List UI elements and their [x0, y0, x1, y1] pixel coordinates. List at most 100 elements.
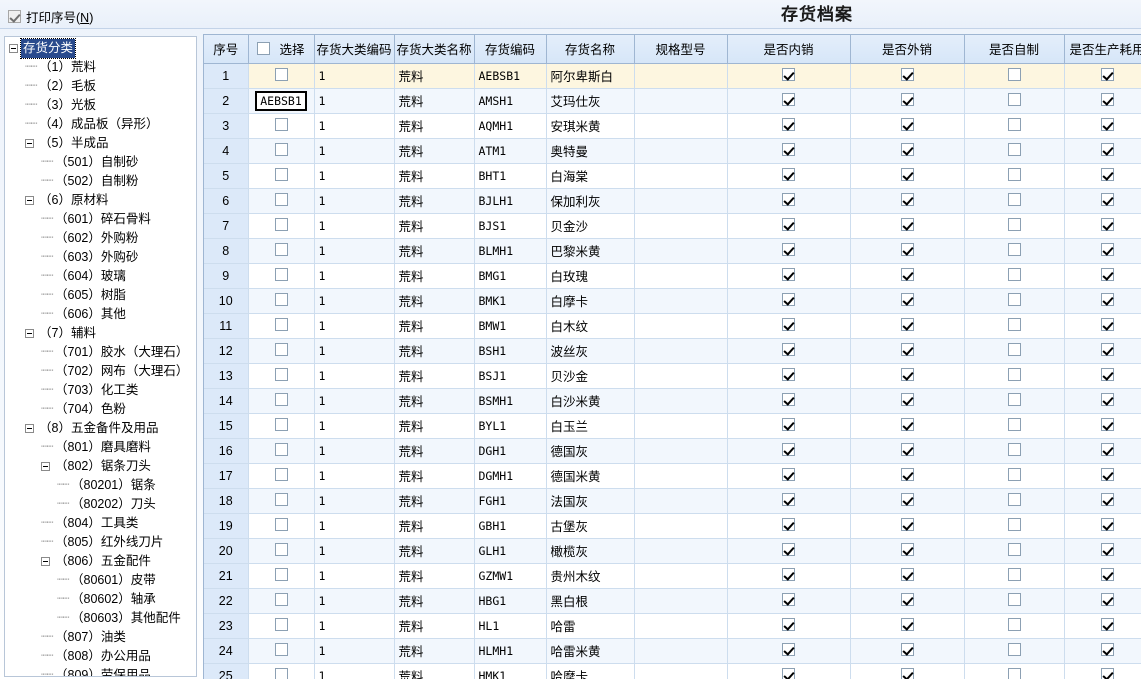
- table-row[interactable]: 14 1 荒料 BSMH1 白沙米黄: [204, 388, 1141, 414]
- row-select-checkbox[interactable]: [274, 67, 288, 81]
- print-sequence-checkbox-row[interactable]: 打印序号(N): [8, 7, 93, 26]
- cell-inv_code[interactable]: HMK1: [474, 663, 547, 679]
- tree-node-13[interactable]: ┈┈ （606）其他: [9, 305, 196, 324]
- cell-is_self[interactable]: [964, 588, 1065, 614]
- cell-cat_name[interactable]: 荒料: [394, 238, 475, 264]
- cell-cat_code[interactable]: 1: [314, 288, 395, 314]
- cell-inv_code[interactable]: BSJ1: [474, 363, 547, 389]
- cell-cat_name[interactable]: 荒料: [394, 413, 475, 439]
- cell-inv_name[interactable]: 德国米黄: [546, 463, 635, 489]
- checkbox-is_prod[interactable]: [1100, 542, 1114, 556]
- cell-is_self[interactable]: [964, 463, 1065, 489]
- cell-is_prod[interactable]: [1064, 663, 1141, 679]
- cell-cat_name[interactable]: 荒料: [394, 363, 475, 389]
- column-header-is_prod[interactable]: 是否生产耗用: [1064, 35, 1141, 64]
- table-row[interactable]: 20 1 荒料 GLH1 橄榄灰: [204, 538, 1141, 564]
- row-select-checkbox[interactable]: [274, 567, 288, 581]
- checkbox-is_inner[interactable]: [782, 167, 795, 181]
- cell-is_inner[interactable]: [727, 363, 851, 389]
- cell-cat_name[interactable]: 荒料: [394, 313, 475, 339]
- checkbox-is_self[interactable]: [1007, 417, 1021, 431]
- cell-is_inner[interactable]: [727, 188, 851, 214]
- tree-node-30[interactable]: ┈┈ （807）油类: [9, 628, 196, 647]
- cell-inv_name[interactable]: 波丝灰: [546, 338, 635, 364]
- cell-cat_code[interactable]: 1: [314, 488, 395, 514]
- row-select-checkbox[interactable]: [274, 667, 288, 679]
- cell-is_inner[interactable]: [727, 563, 851, 589]
- checkbox-is_prod[interactable]: [1100, 592, 1114, 606]
- row-select-checkbox[interactable]: [274, 592, 288, 606]
- cell-is_prod[interactable]: [1064, 213, 1141, 239]
- cell-is_outer[interactable]: [850, 388, 965, 414]
- checkbox-is_prod[interactable]: [1100, 567, 1114, 581]
- cell-is_self[interactable]: [964, 263, 1065, 289]
- cell-is_outer[interactable]: [850, 113, 965, 139]
- cell-is_inner[interactable]: [727, 88, 851, 114]
- checkbox-is_self[interactable]: [1007, 467, 1021, 481]
- cell-is_prod[interactable]: [1064, 438, 1141, 464]
- checkbox-is_prod[interactable]: [1100, 242, 1114, 256]
- row-select-checkbox[interactable]: [274, 542, 288, 556]
- table-row[interactable]: 2 AEBSB1 1 荒料 AMSH1 艾玛仕灰: [204, 88, 1141, 114]
- cell-spec[interactable]: [634, 263, 728, 289]
- inventory-grid[interactable]: 序号 选择 存货大类编码 存货大类名称 存货编码 存货名称 规格型号 是否内销 是否外销 是否自制…: [203, 34, 1141, 679]
- row-select-cell[interactable]: AEBSB1: [248, 88, 315, 114]
- checkbox-is_outer[interactable]: [900, 192, 914, 206]
- checkbox-is_outer[interactable]: [900, 442, 914, 456]
- cell-is_prod[interactable]: [1064, 588, 1141, 614]
- cell-cat_name[interactable]: 荒料: [394, 388, 475, 414]
- table-row[interactable]: 25 1 荒料 HMK1 哈摩卡: [204, 663, 1141, 679]
- cell-cat_code[interactable]: 1: [314, 588, 395, 614]
- checkbox-is_inner[interactable]: [782, 142, 795, 156]
- cell-is_outer[interactable]: [850, 88, 965, 114]
- cell-is_prod[interactable]: [1064, 613, 1141, 639]
- cell-is_outer[interactable]: [850, 313, 965, 339]
- row-select-cell[interactable]: [248, 563, 315, 589]
- tree-node-6[interactable]: ┈┈ （502）自制粉: [9, 172, 196, 191]
- checkbox-is_self[interactable]: [1007, 592, 1021, 606]
- inventory-category-tree-panel[interactable]: 存货分类 ┈┈ （1）荒料 ┈┈ （2）毛板 ┈┈ （3）光板 ┈┈ （4）成品板（异形） （5）…: [4, 36, 197, 677]
- cell-is_inner[interactable]: [727, 613, 851, 639]
- cell-is_prod[interactable]: [1064, 263, 1141, 289]
- cell-is_prod[interactable]: [1064, 388, 1141, 414]
- tree-node-4[interactable]: （5）半成品: [9, 134, 196, 153]
- cell-cat_code[interactable]: 1: [314, 213, 395, 239]
- cell-is_prod[interactable]: [1064, 188, 1141, 214]
- checkbox-is_self[interactable]: [1007, 217, 1021, 231]
- cell-is_prod[interactable]: [1064, 563, 1141, 589]
- cell-is_prod[interactable]: [1064, 363, 1141, 389]
- cell-inv_name[interactable]: 哈雷米黄: [546, 638, 635, 664]
- table-row[interactable]: 6 1 荒料 BJLH1 保加利灰: [204, 188, 1141, 214]
- row-select-checkbox[interactable]: [274, 317, 288, 331]
- checkbox-is_inner[interactable]: [782, 467, 795, 481]
- checkbox-is_prod[interactable]: [1100, 617, 1114, 631]
- checkbox-is_self[interactable]: [1007, 667, 1021, 679]
- checkbox-is_outer[interactable]: [900, 342, 914, 356]
- cell-is_inner[interactable]: [727, 388, 851, 414]
- row-select-cell[interactable]: [248, 663, 315, 679]
- cell-is_inner[interactable]: [727, 513, 851, 539]
- cell-is_prod[interactable]: [1064, 288, 1141, 314]
- tree-node-32[interactable]: ┈┈ （809）劳保用品: [9, 666, 196, 676]
- row-select-cell[interactable]: [248, 388, 315, 414]
- cell-is_self[interactable]: [964, 113, 1065, 139]
- cell-is_outer[interactable]: [850, 163, 965, 189]
- cell-is_prod[interactable]: [1064, 413, 1141, 439]
- checkbox-is_outer[interactable]: [900, 642, 914, 656]
- cell-inv_code[interactable]: BSH1: [474, 338, 547, 364]
- tree-node-25[interactable]: ┈┈ （805）红外线刀片: [9, 533, 196, 552]
- cell-is_inner[interactable]: [727, 338, 851, 364]
- cell-inv_name[interactable]: 哈摩卡: [546, 663, 635, 679]
- row-select-cell[interactable]: [248, 113, 315, 139]
- row-select-checkbox[interactable]: [274, 242, 288, 256]
- checkbox-is_outer[interactable]: [900, 292, 914, 306]
- row-select-checkbox[interactable]: [274, 342, 288, 356]
- checkbox-is_inner[interactable]: [782, 642, 795, 656]
- table-row[interactable]: 21 1 荒料 GZMW1 贵州木纹: [204, 563, 1141, 589]
- checkbox-is_prod[interactable]: [1100, 442, 1114, 456]
- tree-node-15[interactable]: ┈┈ （701）胶水（大理石）: [9, 343, 196, 362]
- checkbox-is_self[interactable]: [1007, 167, 1021, 181]
- cell-cat_code[interactable]: 1: [314, 663, 395, 679]
- cell-is_self[interactable]: [964, 238, 1065, 264]
- checkbox-is_outer[interactable]: [900, 167, 914, 181]
